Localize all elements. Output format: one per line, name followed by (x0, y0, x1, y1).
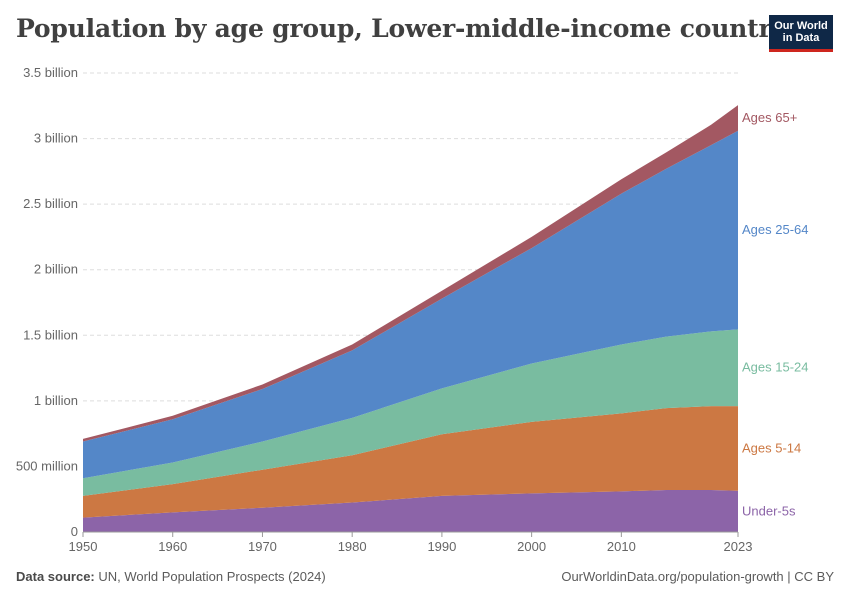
logo-line-1: Our World (774, 20, 828, 32)
area-series (83, 105, 738, 532)
chart-title: Population by age group, Lower-middle-in… (16, 14, 811, 43)
area-ages-5-14[interactable] (83, 406, 738, 518)
x-tick-label: 1970 (248, 539, 277, 554)
x-tick-label: 1980 (338, 539, 367, 554)
y-tick-label: 0 (71, 524, 78, 539)
x-tick-label: 2010 (607, 539, 636, 554)
y-tick-label: 1.5 billion (23, 327, 78, 342)
x-axis-ticks: 1950 1960 1970 1980 1990 2000 2010 2023 (69, 531, 753, 554)
x-tick-label: 2023 (724, 539, 753, 554)
area-ages-15-24[interactable] (83, 329, 738, 496)
area-ages-25-64[interactable] (83, 130, 738, 479)
y-tick-label: 2 billion (34, 262, 78, 277)
series-label: Under-5s (742, 503, 796, 518)
attribution-link[interactable]: OurWorldinData.org/population-growth | C… (561, 569, 834, 584)
x-tick-label: 1960 (158, 539, 187, 554)
area-under-5s[interactable] (83, 490, 738, 532)
series-label: Ages 25-64 (742, 222, 809, 237)
y-axis-ticks: 0 500 million 1 billion 1.5 billion 2 billio… (16, 65, 78, 539)
data-source-text[interactable]: UN, World Population Prospects (2024) (98, 569, 326, 584)
data-source-footer: Data source: UN, World Population Prospe… (16, 569, 326, 584)
x-tick-label: 1950 (69, 539, 98, 554)
series-label: Ages 15-24 (742, 360, 809, 375)
logo-accent-bar (769, 49, 833, 52)
y-tick-label: 1 billion (34, 393, 78, 408)
y-tick-label: 3 billion (34, 131, 78, 146)
y-tick-label: 3.5 billion (23, 65, 78, 80)
series-label: Ages 5-14 (742, 440, 801, 455)
y-tick-label: 500 million (16, 458, 78, 473)
logo-line-2: in Data (782, 32, 820, 44)
owid-logo[interactable]: Our World in Data (769, 15, 833, 52)
series-labels: Under-5s Ages 5-14 Ages 15-24 Ages 25-64 Age… (742, 110, 809, 518)
y-tick-label: 2.5 billion (23, 196, 78, 211)
data-source-label: Data source: (16, 569, 95, 584)
x-tick-label: 2000 (517, 539, 546, 554)
x-tick-label: 1990 (427, 539, 456, 554)
series-label: Ages 65+ (742, 110, 797, 125)
stacked-area-chart: 0 500 million 1 billion 1.5 billion 2 billio… (16, 65, 809, 554)
